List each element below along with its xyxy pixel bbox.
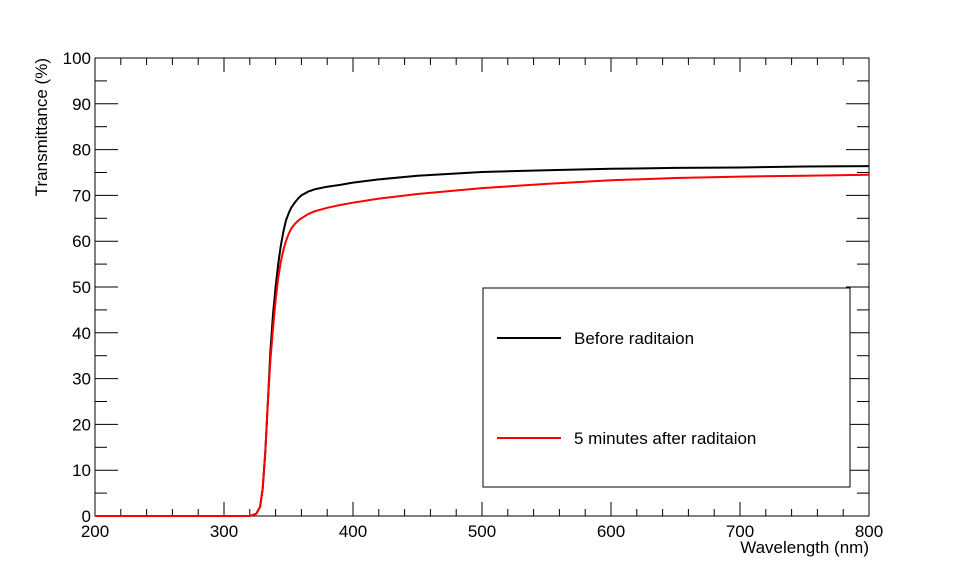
y-tick-label: 30 — [72, 370, 91, 389]
axis-ticks — [94, 57, 870, 517]
x-tick-label: 700 — [726, 522, 754, 541]
y-tick-label: 60 — [72, 232, 91, 251]
legend-label-before: Before raditaion — [574, 329, 694, 348]
y-tick-label: 90 — [72, 95, 91, 114]
y-axis-title: Transmittance (%) — [32, 58, 51, 196]
x-tick-label: 500 — [468, 522, 496, 541]
axis-tick-labels: 200 300 400 500 600 700 800 0 10 20 30 40 50 60 70 80 90… — [63, 49, 884, 541]
y-tick-label: 80 — [72, 141, 91, 160]
y-tick-label: 40 — [72, 324, 91, 343]
y-tick-label: 10 — [72, 461, 91, 480]
x-axis-title: Wavelength (nm) — [740, 538, 869, 557]
legend-label-after: 5 minutes after raditaion — [574, 429, 756, 448]
y-tick-label: 0 — [82, 507, 91, 526]
y-tick-label: 70 — [72, 186, 91, 205]
x-tick-label: 800 — [855, 522, 883, 541]
x-tick-label: 200 — [81, 522, 109, 541]
x-tick-label: 400 — [339, 522, 367, 541]
series-line-1 — [95, 173, 870, 517]
x-tick-label: 300 — [210, 522, 238, 541]
legend-box — [482, 287, 851, 488]
y-tick-label: 100 — [63, 49, 91, 68]
x-tick-label: 600 — [597, 522, 625, 541]
y-tick-label: 20 — [72, 415, 91, 434]
series-lines — [95, 165, 870, 517]
y-tick-label: 50 — [72, 278, 91, 297]
legend: Before raditaion 5 minutes after raditai… — [482, 287, 851, 488]
